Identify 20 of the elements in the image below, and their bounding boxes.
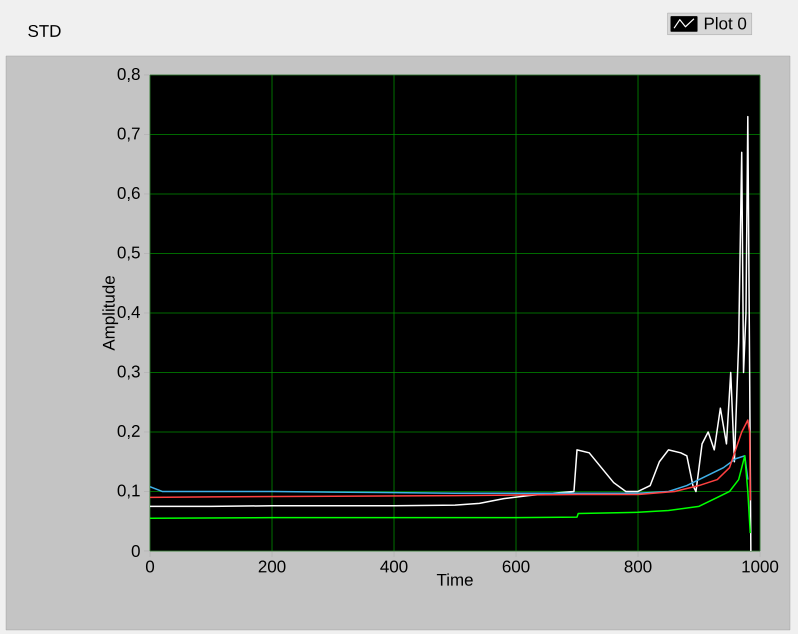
- x-tick-label: 1000: [742, 560, 778, 572]
- x-tick-label: 0: [146, 560, 154, 572]
- y-tick-label: 0,7: [118, 127, 140, 142]
- line-series: [150, 419, 751, 502]
- x-tick-label: 600: [502, 560, 530, 572]
- legend-label: Plot 0: [704, 17, 746, 30]
- y-tick-label: 0,1: [118, 484, 140, 498]
- y-tick-label: 0,6: [118, 186, 140, 201]
- x-axis-title: Time: [436, 573, 473, 586]
- x-tick-label: 800: [624, 560, 652, 572]
- y-tick-label: 0,8: [118, 68, 140, 82]
- x-tick-label: 200: [258, 560, 286, 572]
- y-tick-label: 0,4: [118, 306, 140, 320]
- y-tick-label: 0,5: [118, 246, 140, 260]
- chart-title: STD: [28, 24, 61, 37]
- y-tick-label: 0,2: [118, 424, 140, 439]
- y-tick-label: 0,3: [118, 365, 140, 380]
- y-axis-title: Amplitude: [102, 276, 118, 351]
- x-tick-label: 400: [380, 560, 408, 572]
- y-tick-label: 0: [132, 544, 140, 557]
